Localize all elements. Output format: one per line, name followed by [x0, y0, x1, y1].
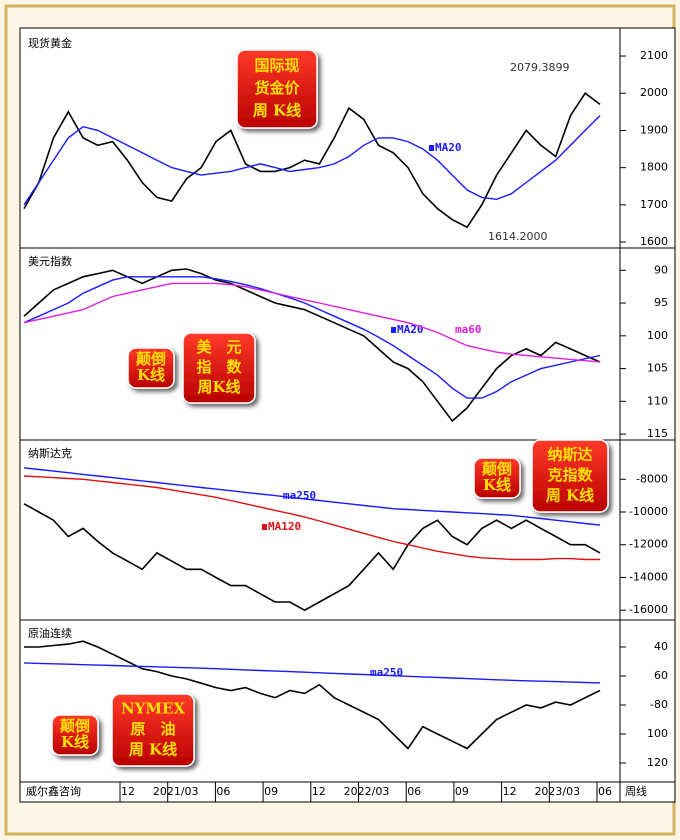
red-label-box	[182, 332, 256, 404]
panel-title: 现货黄金	[28, 36, 72, 50]
box-text: 周K线	[197, 378, 240, 396]
y-tick-label: 100	[647, 329, 668, 342]
x-tick-label: 12	[503, 785, 517, 798]
box-text: K线	[483, 476, 511, 494]
y-tick-label: -10000	[629, 505, 668, 518]
box-text: 纳斯达	[547, 445, 592, 463]
legend-swatch	[262, 524, 267, 530]
box-text: 颠倒	[481, 460, 512, 478]
red-label-box	[111, 693, 195, 767]
ma-line	[23, 467, 601, 526]
box-text: 克指数	[547, 466, 593, 484]
y-tick-label: 115	[647, 427, 668, 440]
y-tick-label: 40	[654, 640, 668, 653]
box-text: 颠倒	[135, 350, 166, 368]
box-text: 颠倒	[59, 717, 90, 735]
red-label-box	[531, 439, 609, 513]
y-tick-label: 90	[654, 263, 668, 276]
x-tick-label: 06	[598, 785, 612, 798]
panel-title: 原油连续	[28, 626, 72, 640]
y-tick-label: 2000	[640, 86, 668, 99]
box-text: 原 油	[130, 720, 175, 738]
y-tick-label: 1800	[640, 161, 668, 174]
ma-line	[23, 282, 601, 363]
annotation: 1614.2000	[488, 230, 548, 243]
red-label-box	[236, 49, 318, 129]
y-tick-label: 100	[647, 727, 668, 740]
y-tick-label: -16000	[629, 603, 668, 616]
annotation: 2079.3899	[510, 61, 570, 74]
y-tick-label: 120	[647, 756, 668, 769]
y-tick-label: 110	[647, 394, 668, 407]
y-tick-label: 1700	[640, 198, 668, 211]
x-tick-label: 12	[121, 785, 135, 798]
x-tick-label: 2023/03	[534, 785, 580, 798]
source-label: 威尔鑫咨询	[26, 784, 81, 798]
price-line	[23, 92, 601, 229]
series-label: ma60	[455, 323, 482, 336]
x-tick-label: 12	[312, 785, 326, 798]
y-tick-label: 105	[647, 362, 668, 375]
box-text: 指 数	[196, 358, 242, 376]
legend-swatch	[429, 145, 434, 151]
price-line	[24, 640, 601, 750]
y-tick-label: -14000	[629, 570, 668, 583]
series-label: MA120	[268, 520, 301, 533]
y-tick-label: 95	[654, 296, 668, 309]
period-label: 周线	[625, 784, 647, 798]
x-tick-label: 06	[407, 785, 421, 798]
x-tick-label: 2021/03	[153, 785, 199, 798]
y-tick-label: 60	[654, 669, 668, 682]
panel-title: 纳斯达克	[28, 447, 72, 460]
y-tick-label: 1900	[640, 123, 668, 136]
panel-title: 美元指数	[28, 254, 72, 268]
x-tick-label: 09	[455, 785, 469, 798]
x-tick-label: 2022/03	[344, 785, 390, 798]
price-line	[23, 503, 601, 612]
plot-area	[19, 27, 676, 803]
box-text: 货金价	[254, 79, 300, 97]
ma-line	[23, 475, 600, 561]
y-tick-label: 1600	[640, 235, 668, 248]
red-label-box	[473, 457, 521, 499]
y-tick-label: -80	[650, 698, 668, 711]
series-label: MA20	[435, 141, 462, 154]
box-text: 周 K线	[546, 487, 594, 505]
ma-line	[23, 115, 601, 206]
box-text: 国际现	[254, 57, 299, 75]
x-tick-label: 09	[264, 785, 278, 798]
red-label-box	[127, 347, 175, 389]
y-tick-label: -8000	[636, 472, 668, 485]
series-label: ma250	[370, 666, 403, 679]
ma-line	[23, 662, 601, 684]
x-tick-label: 06	[216, 785, 230, 798]
y-tick-label: 2100	[640, 49, 668, 62]
box-text: NYMEX	[121, 699, 185, 717]
box-text: 周 K线	[129, 741, 177, 759]
y-tick-label: -12000	[629, 538, 668, 551]
red-label-box	[51, 714, 99, 756]
ma-line	[23, 276, 601, 399]
series-label: ma250	[283, 489, 316, 502]
legend-swatch	[391, 327, 396, 333]
box-text: K线	[137, 366, 165, 384]
series-label: MA20	[397, 323, 424, 336]
box-text: K线	[61, 733, 89, 751]
box-text: 美 元	[196, 338, 241, 356]
price-line	[23, 268, 601, 423]
box-text: 周 K线	[253, 101, 301, 119]
